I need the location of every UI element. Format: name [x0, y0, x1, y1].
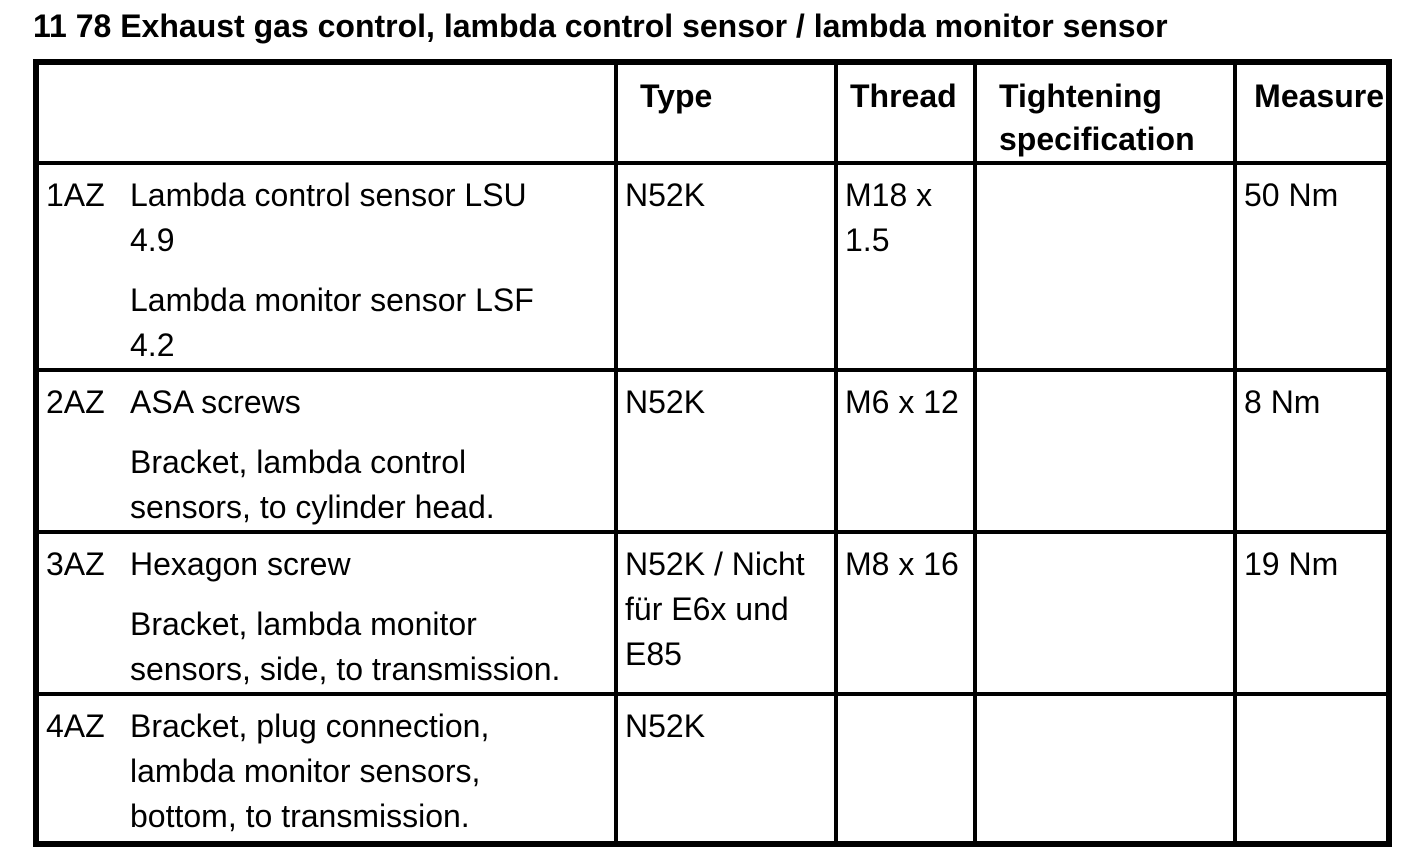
document-page: 11 78 Exhaust gas control, lambda contro… — [33, 8, 1392, 847]
tightening-cell — [973, 161, 1237, 372]
item-cell: 1AZ Lambda control sensor LSU 4.9 Lambda … — [34, 161, 618, 372]
item-cell-content: 2AZ ASA screws Bracket, lambda control se… — [46, 380, 608, 530]
tightening-cell — [973, 530, 1237, 696]
item-cell-content: 1AZ Lambda control sensor LSU 4.9 Lambda … — [46, 173, 608, 368]
row-description: ASA screws Bracket, lambda control sensor… — [130, 380, 575, 530]
row-label: 4AZ — [46, 708, 105, 744]
table-row: 3AZ Hexagon screw Bracket, lambda monitor… — [34, 530, 1391, 696]
thread-cell: M18 x 1.5 — [834, 161, 977, 372]
torque-spec-table: Type Thread Tightening specification Mea… — [33, 59, 1392, 847]
thread-cell — [834, 692, 977, 846]
tightening-cell — [973, 368, 1237, 534]
row-label: 3AZ — [46, 546, 105, 582]
measure-cell: 19 Nm — [1233, 530, 1391, 696]
item-cell: 3AZ Hexagon screw Bracket, lambda monitor… — [34, 530, 618, 696]
thread-cell: M6 x 12 — [834, 368, 977, 534]
description-paragraph: Lambda monitor sensor LSF 4.2 — [130, 282, 534, 363]
description-paragraph: ASA screws — [130, 384, 301, 420]
item-cell: 2AZ ASA screws Bracket, lambda control se… — [34, 368, 618, 534]
row-label: 1AZ — [46, 177, 105, 213]
description-paragraph: Bracket, plug connection, lambda monitor… — [130, 708, 490, 834]
table-body: 1AZ Lambda control sensor LSU 4.9 Lambda … — [34, 161, 1391, 846]
header-item — [34, 60, 618, 165]
measure-cell — [1233, 692, 1391, 846]
row-label: 2AZ — [46, 384, 105, 420]
measure-cell: 8 Nm — [1233, 368, 1391, 534]
item-cell: 4AZ Bracket, plug connection, lambda mon… — [34, 692, 618, 846]
description-paragraph: Bracket, lambda control sensors, to cyli… — [130, 444, 495, 525]
row-description: Hexagon screw Bracket, lambda monitor sen… — [130, 542, 575, 692]
type-cell: N52K — [614, 368, 838, 534]
description-paragraph: Hexagon screw — [130, 546, 351, 582]
header-thread: Thread — [834, 60, 977, 165]
page-title: 11 78 Exhaust gas control, lambda contro… — [33, 8, 1168, 44]
table-row: 2AZ ASA screws Bracket, lambda control se… — [34, 368, 1391, 534]
header-tightening-specification: Tightening specification — [973, 60, 1237, 165]
header-row: Type Thread Tightening specification Mea… — [34, 60, 1391, 165]
thread-cell: M8 x 16 — [834, 530, 977, 696]
table-row: 4AZ Bracket, plug connection, lambda mon… — [34, 692, 1391, 846]
type-cell: N52K — [614, 692, 838, 846]
item-cell-content: 3AZ Hexagon screw Bracket, lambda monitor… — [46, 542, 608, 692]
measure-cell: 50 Nm — [1233, 161, 1391, 372]
row-description: Bracket, plug connection, lambda monitor… — [130, 704, 575, 839]
description-paragraph: Bracket, lambda monitor sensors, side, t… — [130, 606, 561, 687]
row-description: Lambda control sensor LSU 4.9 Lambda moni… — [130, 173, 575, 368]
description-paragraph: Lambda control sensor LSU 4.9 — [130, 177, 527, 258]
type-cell: N52K — [614, 161, 838, 372]
tightening-cell — [973, 692, 1237, 846]
type-cell: N52K / Nicht für E6x und E85 — [614, 530, 838, 696]
table-row: 1AZ Lambda control sensor LSU 4.9 Lambda … — [34, 161, 1391, 372]
header-measure: Measure — [1233, 60, 1391, 165]
item-cell-content: 4AZ Bracket, plug connection, lambda mon… — [46, 704, 608, 839]
header-type: Type — [614, 60, 838, 165]
table-header: Type Thread Tightening specification Mea… — [34, 60, 1391, 165]
